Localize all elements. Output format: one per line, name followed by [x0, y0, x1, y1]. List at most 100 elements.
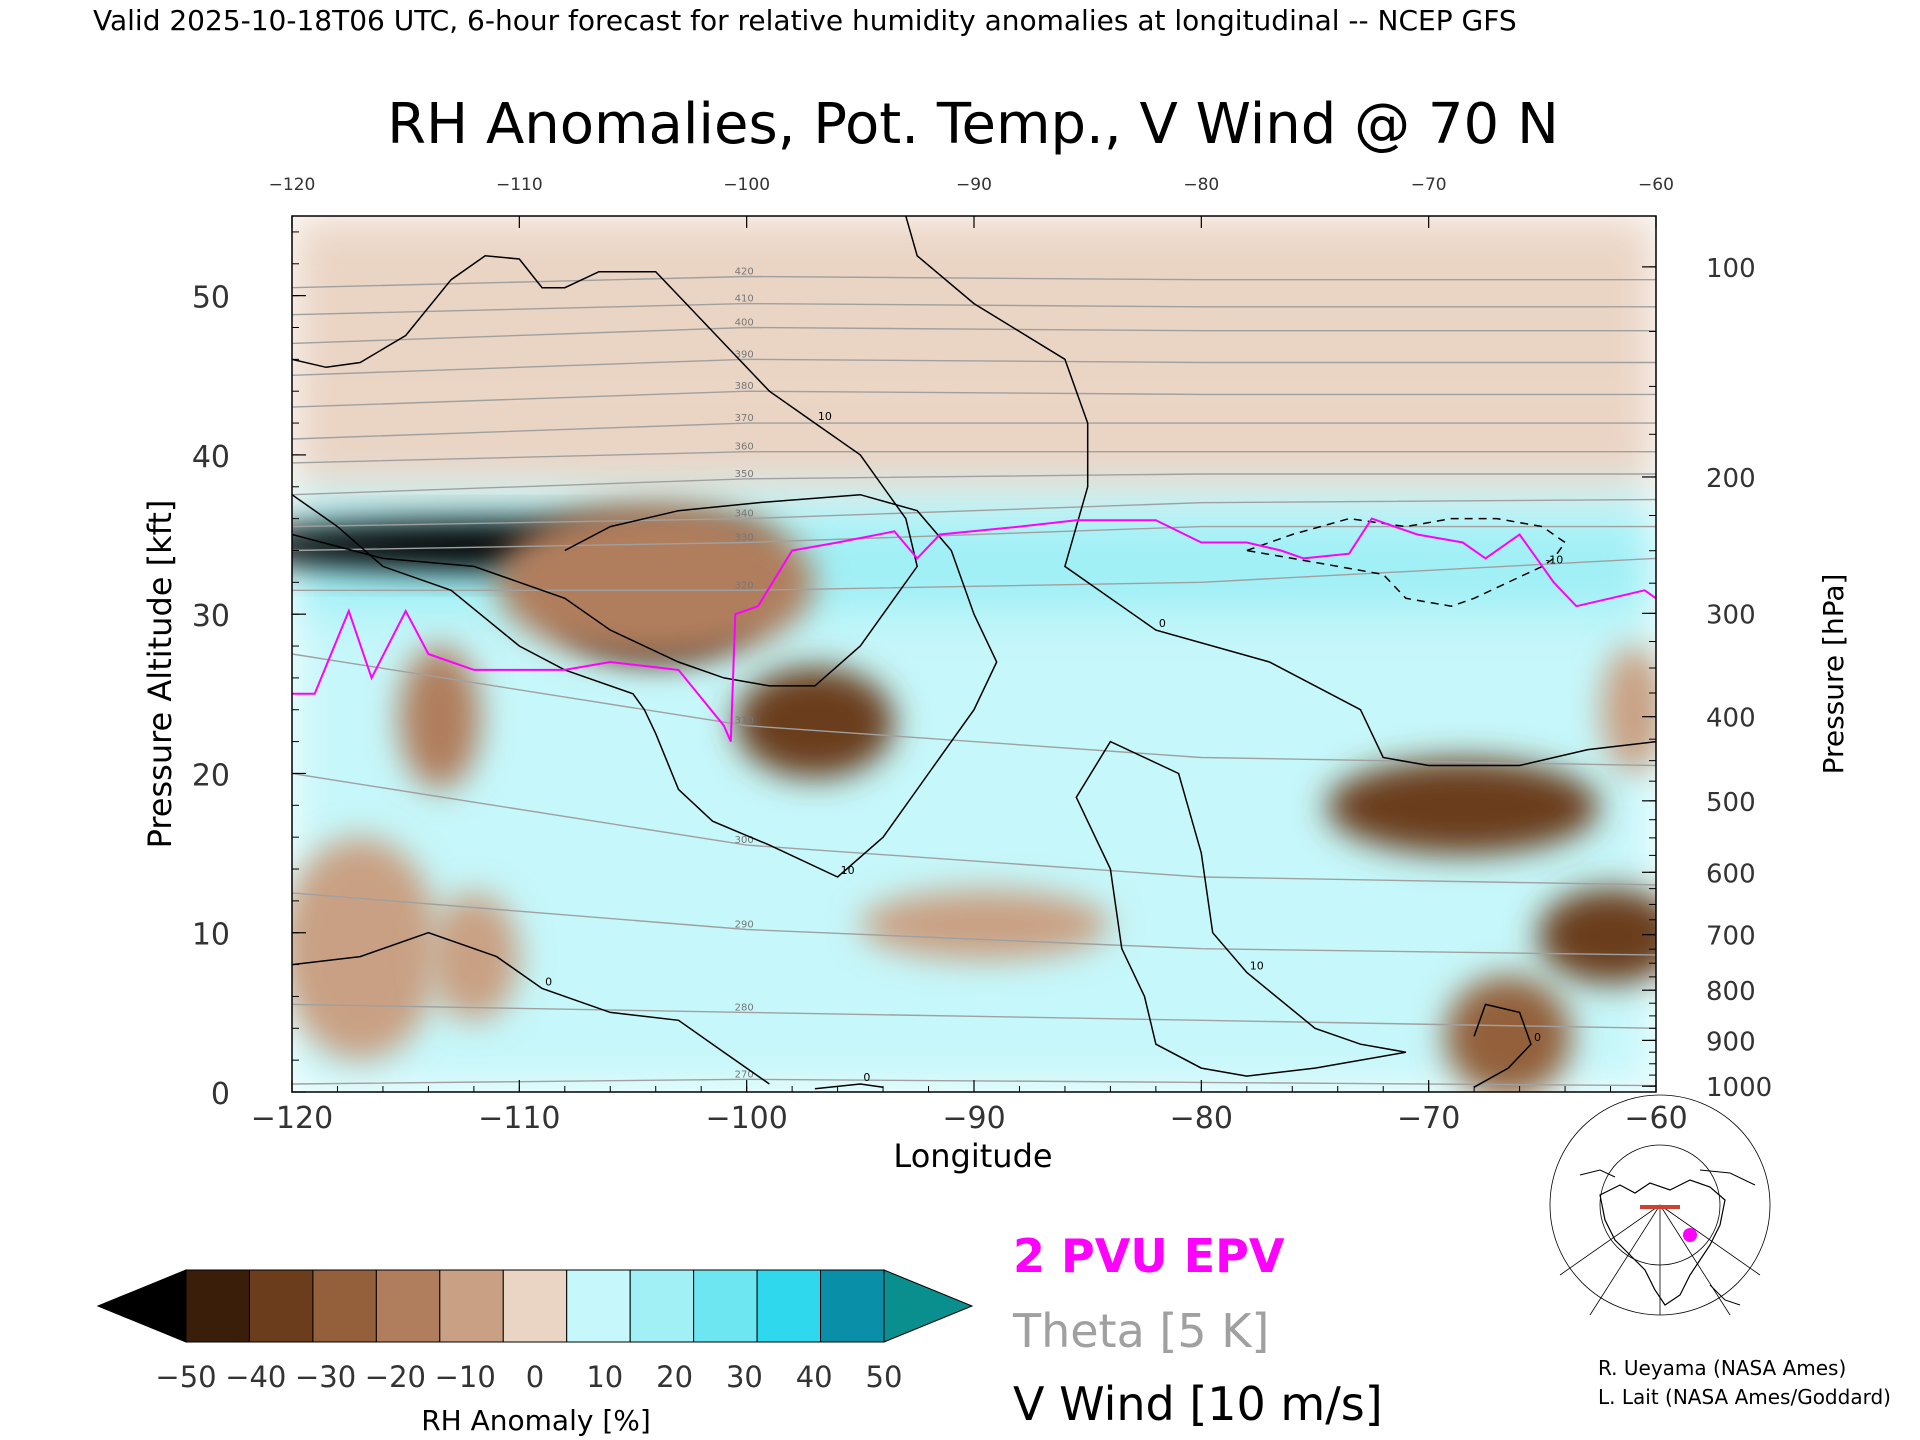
x-tick-label: −70 [1397, 1101, 1460, 1136]
colorbar-swatch [375, 1269, 441, 1343]
colorbar: −50 −40 −30 −20 −10 0 10 20 30 40 50 [96, 1269, 974, 1394]
colorbar-swatch [566, 1269, 631, 1343]
theta-contour [292, 422, 1656, 440]
rh-anomaly-cell [735, 666, 895, 779]
x-tick-label-top: −120 [269, 175, 316, 195]
colorbar-tick-label: 20 [656, 1360, 693, 1394]
rh-background-band [292, 486, 1656, 519]
theta-contours: 270 280 290 300 310 320 330 340 350 360 370 380 390 4… [292, 267, 1656, 1087]
credit-line-2: L. Lait (NASA Ames/Goddard) [1598, 1385, 1891, 1409]
colorbar-tick-label: −10 [435, 1360, 496, 1394]
rh-anomaly-cell [860, 889, 1111, 960]
v-wind-contour [814, 1083, 884, 1090]
legend-epv: 2 PVU EPV [1013, 1229, 1285, 1283]
theta-contour [292, 473, 1656, 496]
x-tick-label-top: −100 [723, 175, 770, 195]
colorbar-over-arrow [883, 1269, 974, 1343]
v-wind-contour-label: -10 [1545, 553, 1563, 566]
pressure-tick-label: 900 [1706, 1027, 1756, 1057]
pressure-tick-label: 700 [1706, 922, 1756, 952]
colorbar-tick-label: −50 [155, 1360, 216, 1394]
rh-anomaly-cell [1444, 975, 1572, 1092]
rh-anomaly-cell [496, 502, 815, 662]
pressure-tick-label: 300 [1706, 600, 1756, 630]
colorbar-tick-label: −40 [225, 1360, 286, 1394]
theta-contour-label: 280 [735, 1002, 754, 1013]
x-tick-label-top: −110 [496, 175, 543, 195]
rh-anomaly-cell [1537, 888, 1656, 984]
pressure-tick-label: 600 [1706, 859, 1756, 889]
theta-contour [292, 498, 1656, 528]
v-wind-contour [1075, 740, 1407, 1077]
theta-contour-label: 300 [735, 835, 754, 846]
rh-background-band [292, 391, 1656, 487]
colorbar-tick-label: 40 [796, 1360, 833, 1394]
rh-anomaly-cell [1326, 759, 1600, 855]
rh-anomaly-cell [428, 892, 520, 1021]
theta-contour [292, 302, 1656, 316]
colorbar-swatch [185, 1269, 250, 1343]
theta-contour [292, 390, 1656, 408]
y-tick-label: 20 [192, 758, 230, 793]
y-tick-label: 30 [192, 599, 230, 634]
colorbar-swatch [693, 1269, 758, 1343]
theta-contour-label: 360 [735, 442, 754, 453]
theta-contour [292, 892, 1656, 956]
rh-anomaly-cell [398, 646, 481, 790]
pressure-tick-label: 1000 [1706, 1073, 1772, 1103]
x-tick-label-top: −60 [1638, 175, 1674, 195]
y-tick-label: 10 [192, 918, 230, 953]
v-wind-contour [1473, 1003, 1532, 1088]
v-wind-contour-label: 10 [818, 410, 832, 423]
colorbar-swatch [502, 1269, 568, 1343]
colorbar-tick-label: −30 [295, 1360, 356, 1394]
v-wind-contour [292, 931, 770, 1085]
colorbar-tick-label: 30 [726, 1360, 763, 1394]
v-wind-contour-label: 10 [1250, 960, 1264, 973]
axes: −120 −120 −110 −110 −100 −100 −90 −90 −80 −80 −70 −… [192, 175, 1772, 1136]
x-tick-label-top: −80 [1183, 175, 1219, 195]
header-text: Valid 2025-10-18T06 UTC, 6-hour forecast… [93, 4, 1517, 37]
x-tick-label: −110 [478, 1101, 560, 1136]
epv-2pvu-line [292, 517, 1656, 742]
theta-contour-label: 290 [735, 920, 754, 931]
colorbar-tick-label: 10 [586, 1360, 623, 1394]
theta-contour [292, 275, 1656, 289]
x-tick-label: −90 [942, 1101, 1005, 1136]
colorbar-under-arrow [96, 1269, 187, 1343]
x-tick-label: −100 [705, 1101, 787, 1136]
y-axis-label: Pressure Altitude [kft] [141, 500, 179, 849]
legend-vwind: V Wind [10 m/s] [1013, 1377, 1383, 1431]
theta-contour [292, 1003, 1656, 1029]
chart-title: RH Anomalies, Pot. Temp., V Wind @ 70 N [387, 92, 1559, 157]
colorbar-swatch [756, 1269, 822, 1343]
legend-theta: Theta [5 K] [1012, 1304, 1269, 1358]
colorbar-swatch [820, 1269, 885, 1343]
theta-contour-label: 410 [735, 294, 754, 305]
y-tick-label: 0 [211, 1077, 230, 1112]
credit-line-1: R. Ueyama (NASA Ames) [1598, 1356, 1846, 1380]
v-wind-contour-label: 10 [841, 864, 855, 877]
x-tick-label-top: −90 [956, 175, 992, 195]
v-wind-contour [292, 255, 919, 687]
pressure-tick-label: 100 [1706, 254, 1756, 284]
colorbar-tick-label: 0 [526, 1360, 544, 1394]
theta-contour [292, 326, 1656, 345]
colorbar-swatch [439, 1269, 504, 1343]
theta-contour [292, 557, 1656, 591]
colorbar-swatch [312, 1269, 377, 1343]
v-wind-contour [292, 493, 998, 878]
theta-contour-label: 310 [735, 716, 754, 727]
theta-contour-label: 380 [735, 381, 754, 392]
theta-contour-label: 390 [735, 349, 754, 360]
v-wind-contour-label: 0 [545, 975, 552, 988]
v-wind-contour-label: 0 [1534, 1031, 1541, 1044]
pressure-tick-label: 200 [1706, 464, 1756, 494]
pressure-tick-label: 400 [1706, 704, 1756, 734]
y-tick-label: 50 [192, 281, 230, 316]
theta-contour-label: 370 [735, 413, 754, 424]
theta-contour-label: 400 [735, 317, 754, 328]
pressure-tick-label: 500 [1706, 788, 1756, 818]
location-map [1549, 1094, 1771, 1316]
